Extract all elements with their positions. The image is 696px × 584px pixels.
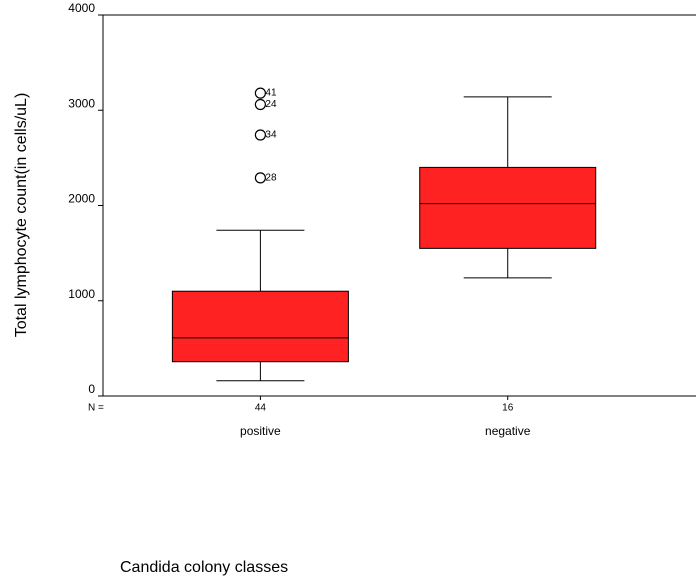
n-value: 44 xyxy=(255,403,267,414)
y-tick-label: 2000 xyxy=(68,192,95,206)
n-value: 16 xyxy=(502,403,514,414)
y-tick-label: 3000 xyxy=(68,96,95,110)
outlier-label: 28 xyxy=(265,173,277,184)
outlier xyxy=(255,130,265,140)
x-tick-label: positive xyxy=(240,424,281,438)
box xyxy=(172,291,348,361)
outlier-label: 24 xyxy=(265,99,277,110)
x-axis-label: Candida colony classes xyxy=(120,559,288,576)
outlier-label: 34 xyxy=(265,130,277,141)
y-axis-label: Total lymphocyte count(in cells/uL) xyxy=(13,93,30,338)
n-label: N = xyxy=(88,403,104,414)
y-tick-label: 0 xyxy=(88,382,95,396)
outlier xyxy=(255,88,265,98)
outlier xyxy=(255,173,265,183)
y-tick-label: 4000 xyxy=(68,1,95,15)
outlier-label: 41 xyxy=(265,88,277,99)
outlier xyxy=(255,100,265,110)
chart: Total lymphocyte count(in cells/uL) Cand… xyxy=(0,0,696,584)
x-tick-label: negative xyxy=(485,424,531,438)
box xyxy=(420,167,596,248)
y-tick-label: 1000 xyxy=(68,287,95,301)
